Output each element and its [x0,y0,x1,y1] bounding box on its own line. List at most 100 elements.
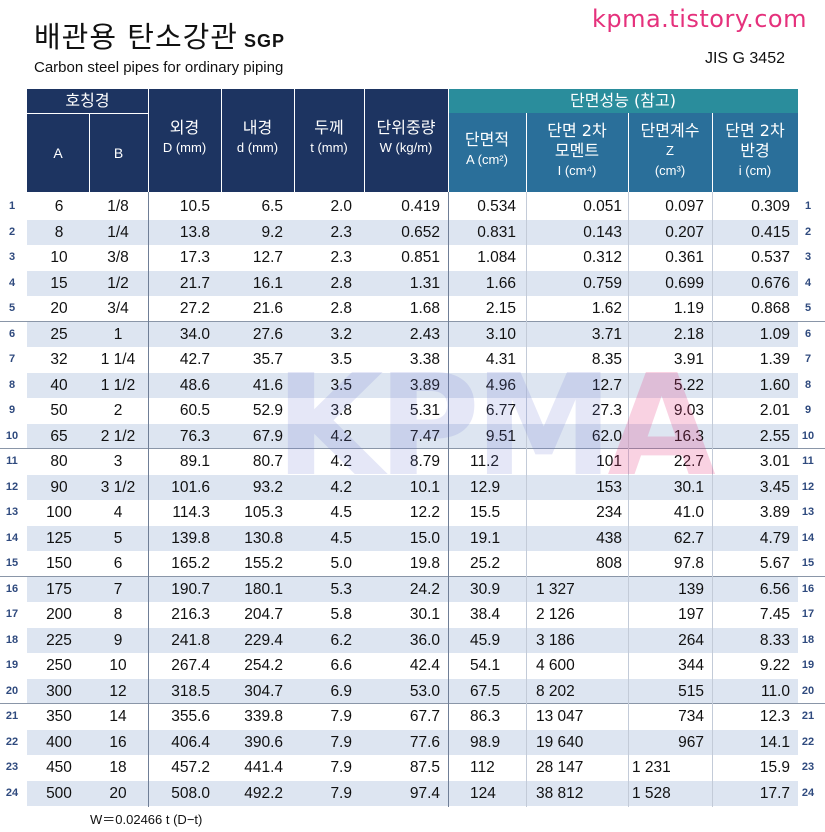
cell-mod: 3.91 [673,351,704,368]
cell-b: 12 [109,682,127,700]
column-divider [448,192,449,807]
header-nominal-divider [27,113,148,114]
cell-od: 76.3 [179,427,210,445]
row-background [27,780,798,806]
row-number-right: 18 [801,633,815,646]
table-row: 14 125 5 139.8 130.8 4.5 15.0 19.1 438 62.7 4.79 14 [0,525,825,551]
header-thk-unit: t (mm) [310,140,348,155]
cell-wt: 5.31 [409,402,440,419]
cell-moi: 4 600 [536,657,575,674]
cell-id: 67.9 [252,427,283,445]
cell-a: 50 [50,402,68,419]
cell-area: 54.1 [470,657,501,674]
cell-od: 21.7 [179,274,210,292]
cell-rad: 1.39 [759,351,790,368]
cell-od: 17.3 [179,249,210,266]
cell-area: 9.51 [485,427,516,445]
cell-a: 400 [46,733,72,751]
cell-a: 100 [46,504,72,521]
row-number-right: 11 [802,455,814,467]
row-number-right: 23 [801,761,815,773]
cell-a: 8 [54,223,64,241]
table-row: 18 225 9 241.8 229.4 6.2 36.0 45.9 3 186 264 8.33 1… [0,627,825,653]
cell-b: 8 [113,606,123,623]
cell-area: 4.31 [485,351,516,368]
cell-thk: 5.0 [330,555,352,572]
cell-mod: 0.207 [665,223,704,241]
cell-mod: 264 [678,631,704,649]
cell-id: 80.7 [252,453,283,470]
column-divider [628,192,629,807]
cell-thk: 2.8 [330,300,352,317]
cell-mod: 22.7 [673,453,704,470]
row-background [27,678,798,703]
header-section-sub-bg [448,113,798,192]
cell-a: 150 [46,555,72,572]
cell-rad: 3.89 [759,504,790,521]
cell-a: 200 [46,606,72,623]
column-divider [526,192,527,807]
cell-od: 10.5 [179,198,210,215]
cell-moi: 3.71 [591,325,622,343]
cell-mod: 16.3 [673,427,704,445]
header-thk-label: 두께 [314,118,344,137]
cell-thk: 4.5 [330,529,352,547]
cell-area: 86.3 [470,708,501,725]
row-number-left: 1 [8,200,16,212]
header-rad-label: 단면 2차 반경 [725,121,785,160]
header-a: A [53,145,63,161]
cell-moi: 3 186 [536,631,575,649]
header-divider [712,113,713,192]
header-rad: 단면 2차 반경 i (cm) [712,121,798,181]
cell-area: 112 [470,759,495,776]
table-row: 22 400 16 406.4 390.6 7.9 77.6 98.9 19 640 967 14.… [0,729,825,755]
cell-a: 500 [46,784,72,802]
row-number-left: 21 [5,710,19,722]
cell-od: 101.6 [171,478,210,496]
cell-moi: 2 126 [536,606,575,623]
site-url[interactable]: kpma.tistory.com [591,5,807,33]
cell-od: 355.6 [171,708,210,725]
table-row: 3 10 3/8 17.3 12.7 2.3 0.851 1.084 0.312 0.361 0.5… [0,245,825,271]
cell-rad: 8.33 [759,631,790,649]
header-wt-unit: W (kg/m) [379,140,433,155]
cell-rad: 0.415 [751,223,790,241]
cell-thk: 2.3 [330,249,352,266]
cell-thk: 2.0 [330,198,352,215]
row-number-right: 6 [804,327,812,340]
table-row: 16 175 7 190.7 180.1 5.3 24.2 30.9 1 327 139 6.56 1… [0,576,825,602]
header-od-label: 외경 [169,118,200,137]
header-mod: 단면계수 Z (cm³) [628,121,712,181]
row-background [27,627,798,653]
cell-moi: 438 [596,529,622,547]
cell-moi: 13 047 [536,708,584,725]
table-row: 4 15 1/2 21.7 16.1 2.8 1.31 1.66 0.759 0.699 0.676… [0,270,825,296]
cell-a: 6 [54,198,64,215]
cell-b: 5 [113,529,123,547]
cell-id: 229.4 [244,631,283,649]
row-number-right: 12 [801,480,815,493]
cell-thk: 6.6 [330,657,352,674]
row-number-left: 3 [8,251,16,263]
header-rad-unit: i (cm) [738,163,772,178]
row-background [27,729,798,755]
row-background [27,525,798,551]
cell-od: 139.8 [171,529,210,547]
cell-mod: 2.18 [673,325,704,343]
cell-moi: 0.312 [583,249,622,266]
cell-a: 90 [50,478,68,496]
cell-mod: 97.8 [673,555,704,572]
header-dark-bg [27,89,448,192]
cell-b: 1 1/2 [100,376,136,394]
cell-id: 441.4 [244,759,283,776]
cell-area: 38.4 [470,606,501,623]
cell-wt: 2.43 [409,325,440,343]
row-number-right: 17 [801,608,815,620]
row-number-left: 5 [8,302,16,314]
cell-area: 0.831 [477,223,516,241]
cell-a: 32 [50,351,68,368]
cell-rad: 17.7 [759,784,790,802]
cell-b: 4 [113,504,123,521]
cell-wt: 3.89 [409,376,440,394]
cell-b: 6 [113,555,123,572]
